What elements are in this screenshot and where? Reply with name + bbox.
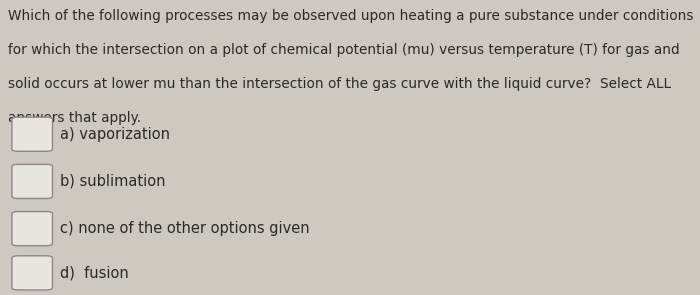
FancyBboxPatch shape <box>12 117 52 151</box>
Text: solid occurs at lower mu than the intersection of the gas curve with the liquid : solid occurs at lower mu than the inters… <box>8 77 671 91</box>
Text: Which of the following processes may be observed upon heating a pure substance u: Which of the following processes may be … <box>8 9 694 23</box>
FancyBboxPatch shape <box>12 256 52 290</box>
Text: d)  fusion: d) fusion <box>60 266 128 280</box>
Text: b) sublimation: b) sublimation <box>60 174 165 189</box>
Text: answers that apply.: answers that apply. <box>8 111 141 124</box>
FancyBboxPatch shape <box>12 164 52 199</box>
Text: a) vaporization: a) vaporization <box>60 127 169 142</box>
Text: c) none of the other options given: c) none of the other options given <box>60 221 309 236</box>
Text: for which the intersection on a plot of chemical potential (mu) versus temperatu: for which the intersection on a plot of … <box>8 43 680 57</box>
FancyBboxPatch shape <box>12 212 52 246</box>
